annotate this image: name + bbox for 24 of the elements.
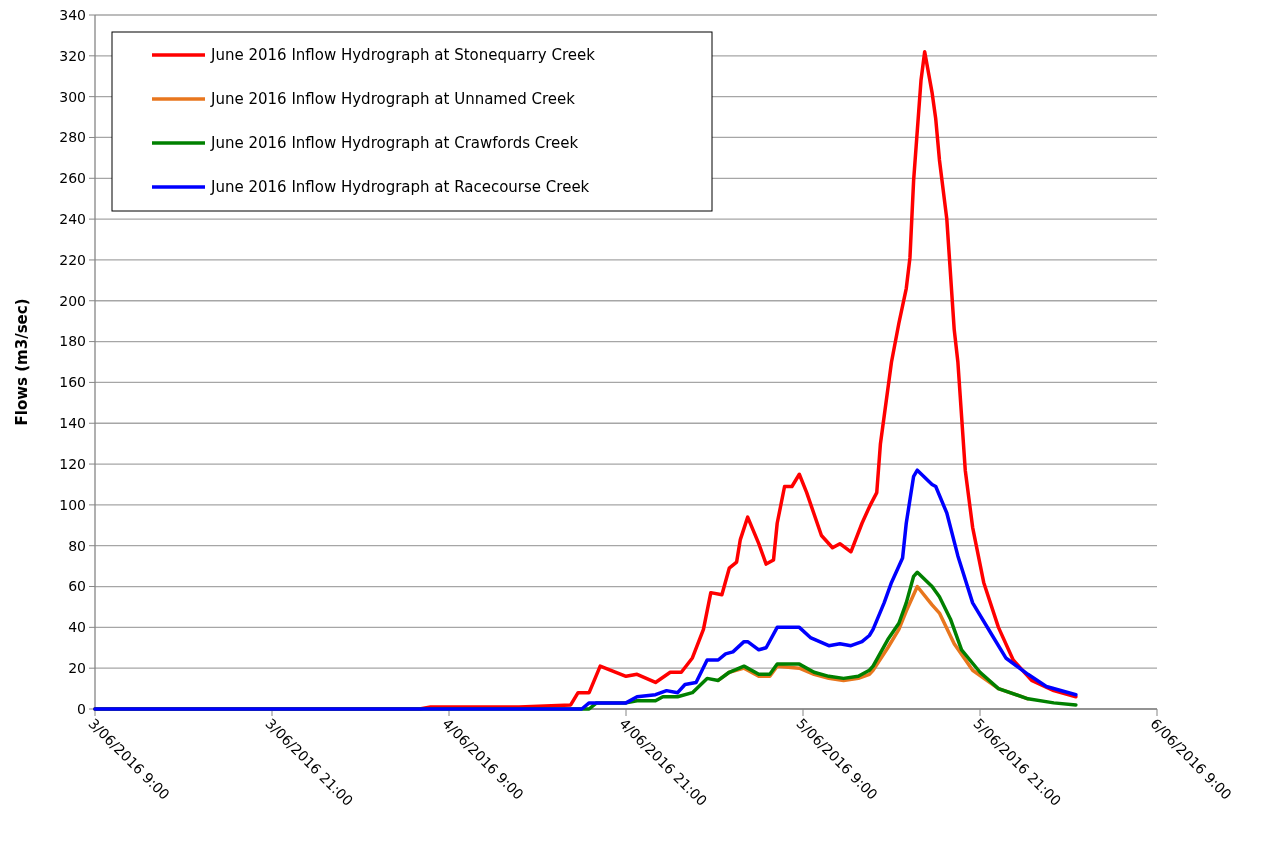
y-tick-label: 80: [68, 537, 86, 554]
y-tick-label: 340: [59, 6, 86, 23]
y-tick-label: 160: [59, 374, 86, 391]
y-tick-label: 140: [59, 415, 86, 432]
y-tick-label: 40: [68, 619, 86, 636]
y-tick-label: 0: [77, 700, 86, 717]
y-tick-label: 100: [59, 496, 86, 513]
y-axis-title: Flows (m3/sec): [13, 298, 32, 426]
y-tick-label: 280: [59, 129, 86, 146]
y-tick-label: 200: [59, 292, 86, 309]
y-tick-label: 220: [59, 251, 86, 268]
legend-label: June 2016 Inflow Hydrograph at Unnamed Creek: [210, 90, 576, 109]
y-tick-label: 20: [68, 660, 86, 677]
y-tick-label: 60: [68, 578, 86, 595]
line-series: [93, 468, 1078, 711]
legend-label: June 2016 Inflow Hydrograph at Racecourse Creek: [210, 178, 590, 197]
y-tick-label: 180: [59, 333, 86, 350]
legend-label: June 2016 Inflow Hydrograph at Stonequarry Creek: [210, 46, 596, 65]
legend-label: June 2016 Inflow Hydrograph at Crawfords Creek: [210, 134, 579, 153]
y-tick-label: 320: [59, 47, 86, 64]
y-tick-label: 300: [59, 88, 86, 105]
y-tick-label: 240: [59, 211, 86, 228]
y-tick-label: 260: [59, 170, 86, 187]
y-tick-label: 120: [59, 455, 86, 472]
